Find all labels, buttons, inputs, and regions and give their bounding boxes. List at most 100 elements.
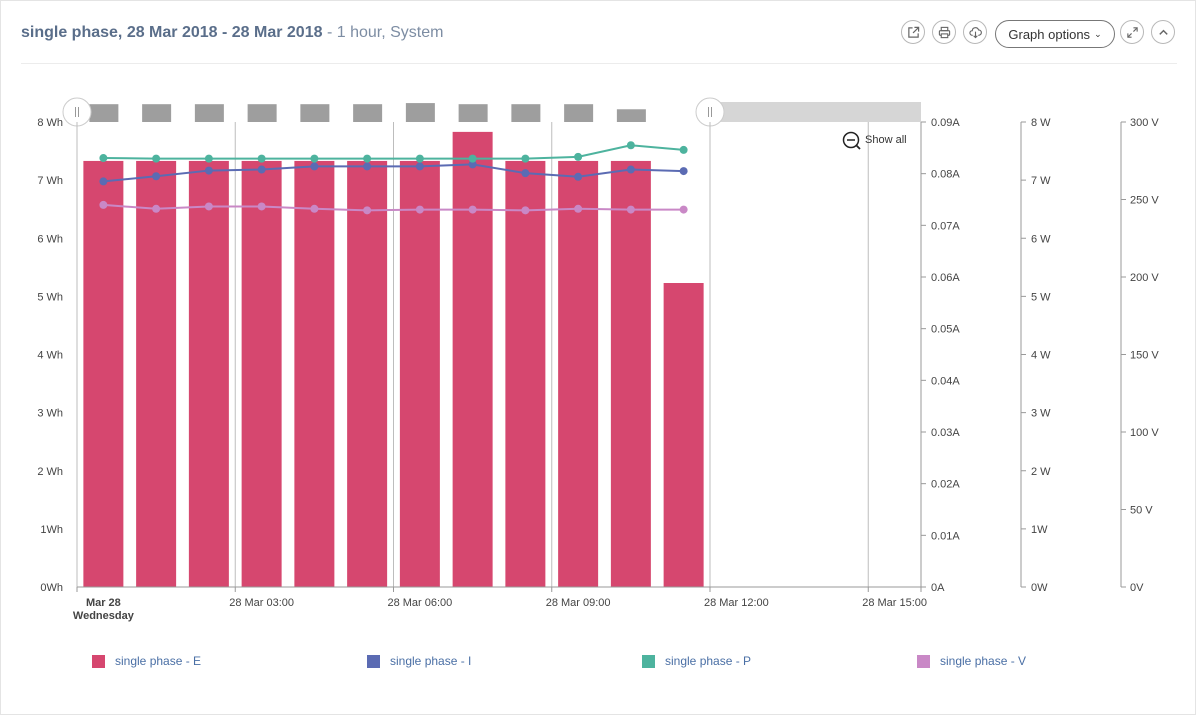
- navigator-bar: [616, 109, 646, 122]
- point-current: [574, 172, 583, 181]
- x-tick-label: 28 Mar 12:00: [704, 597, 769, 609]
- power-axis-label: 5 W: [1031, 291, 1051, 303]
- current-axis-label: 0.09A: [931, 117, 960, 129]
- point-current: [415, 162, 424, 171]
- energy-axis-label: 1Wh: [40, 524, 63, 536]
- point-power: [363, 154, 372, 163]
- energy-bar: [83, 160, 124, 587]
- chevron-down-icon: ⌄: [1094, 28, 1102, 39]
- legend-item-energy[interactable]: single phase - E: [92, 652, 201, 670]
- graph-title-sub: - 1 hour, System: [322, 24, 444, 41]
- expand-icon: [1126, 26, 1138, 38]
- navigator: [62, 97, 921, 127]
- navigator-handle-circle: [62, 97, 92, 127]
- point-power: [521, 154, 530, 163]
- power-axis-label: 6 W: [1031, 233, 1051, 245]
- navigator-bar: [511, 104, 541, 122]
- energy-bar: [136, 160, 177, 587]
- energy-axis-label: 6 Wh: [37, 233, 63, 245]
- open-external-button[interactable]: [901, 20, 925, 44]
- current-axis-label: 0A: [931, 582, 945, 594]
- point-power: [626, 141, 635, 150]
- energy-bar: [188, 160, 229, 587]
- current-axis-label: 0.04A: [931, 375, 960, 387]
- energy-axis-label: 7 Wh: [37, 175, 63, 187]
- point-current: [626, 165, 635, 174]
- legend-item-power[interactable]: single phase - P: [642, 652, 751, 670]
- line-current: [103, 163, 684, 183]
- energy-axis-label: 5 Wh: [37, 291, 63, 303]
- power-axis-label: 3 W: [1031, 408, 1051, 420]
- legend-label-current: single phase - I: [390, 654, 472, 668]
- voltage-axis-label: 150 V: [1130, 350, 1159, 362]
- zoom-out-icon: [842, 131, 860, 149]
- navigator-handle-right[interactable]: [695, 97, 725, 127]
- show-all-button[interactable]: Show all: [842, 131, 907, 150]
- legend-item-voltage[interactable]: single phase - V: [917, 652, 1026, 670]
- voltage-axis-label: 100 V: [1130, 427, 1159, 439]
- energy-bar: [294, 160, 335, 587]
- navigator-bar: [142, 104, 172, 122]
- point-voltage: [363, 206, 372, 215]
- line-power: [103, 144, 684, 160]
- energy-bar: [505, 160, 546, 587]
- voltage-axis-label: 0V: [1130, 582, 1144, 594]
- download-button[interactable]: [963, 20, 987, 44]
- navigator-bar: [89, 104, 119, 122]
- point-voltage: [204, 202, 213, 211]
- legend-label-energy: single phase - E: [115, 654, 202, 668]
- legend-swatch-energy: [92, 654, 105, 668]
- power-axis-label: 1W: [1031, 524, 1048, 536]
- navigator-handle-left[interactable]: [62, 97, 92, 127]
- point-current: [257, 165, 266, 174]
- voltage-axis-label: 250 V: [1130, 195, 1159, 207]
- energy-axis-label: 2 Wh: [37, 466, 63, 478]
- energy-axis-label: 8 Wh: [37, 117, 63, 129]
- point-current: [152, 172, 161, 181]
- point-current: [310, 162, 319, 171]
- energy-bar: [399, 160, 440, 587]
- printer-icon: [938, 26, 950, 38]
- graph-header: single phase, 28 Mar 2018 - 28 Mar 2018 …: [21, 15, 1177, 64]
- print-button[interactable]: [932, 20, 956, 44]
- point-power: [574, 152, 583, 161]
- navigator-bar: [247, 104, 277, 122]
- point-voltage: [626, 205, 635, 214]
- show-all-label: Show all: [865, 134, 907, 146]
- navigator-bar: [458, 104, 488, 122]
- point-current: [679, 167, 688, 176]
- point-power: [152, 154, 161, 163]
- current-axis-label: 0.06A: [931, 272, 960, 284]
- point-power: [679, 145, 688, 154]
- energy-bar: [452, 131, 493, 587]
- zoom-out-icon-handle: [855, 144, 861, 150]
- fullscreen-button[interactable]: [1120, 20, 1144, 44]
- energy-bar: [241, 160, 282, 587]
- current-axis-label: 0.01A: [931, 530, 960, 542]
- point-current: [468, 160, 477, 169]
- energy-bar: [610, 160, 651, 587]
- graph-title: single phase, 28 Mar 2018 - 28 Mar 2018 …: [21, 24, 443, 42]
- navigator-selection: [77, 102, 710, 122]
- energy-axis-label: 0Wh: [40, 582, 63, 594]
- x-tick-label: Mar 28: [86, 597, 121, 609]
- voltage-axis-label: 50 V: [1130, 505, 1153, 517]
- graph-options-label: Graph options: [1008, 26, 1091, 42]
- legend-swatch-current: [367, 654, 380, 668]
- legend-item-current[interactable]: single phase - I: [367, 652, 471, 670]
- point-voltage: [415, 205, 424, 214]
- point-current: [99, 177, 108, 186]
- graph-options-button[interactable]: Graph options ⌄: [995, 20, 1115, 48]
- power-axis-label: 2 W: [1031, 466, 1051, 478]
- current-axis-label: 0.08A: [931, 169, 960, 181]
- energy-bar: [558, 160, 599, 587]
- point-power: [468, 154, 477, 163]
- energy-bars: [83, 131, 704, 587]
- x-tick-label: 28 Mar 06:00: [387, 597, 452, 609]
- collapse-button[interactable]: [1151, 20, 1175, 44]
- point-power: [257, 154, 266, 163]
- navigator-bar: [300, 104, 330, 122]
- point-voltage: [468, 205, 477, 214]
